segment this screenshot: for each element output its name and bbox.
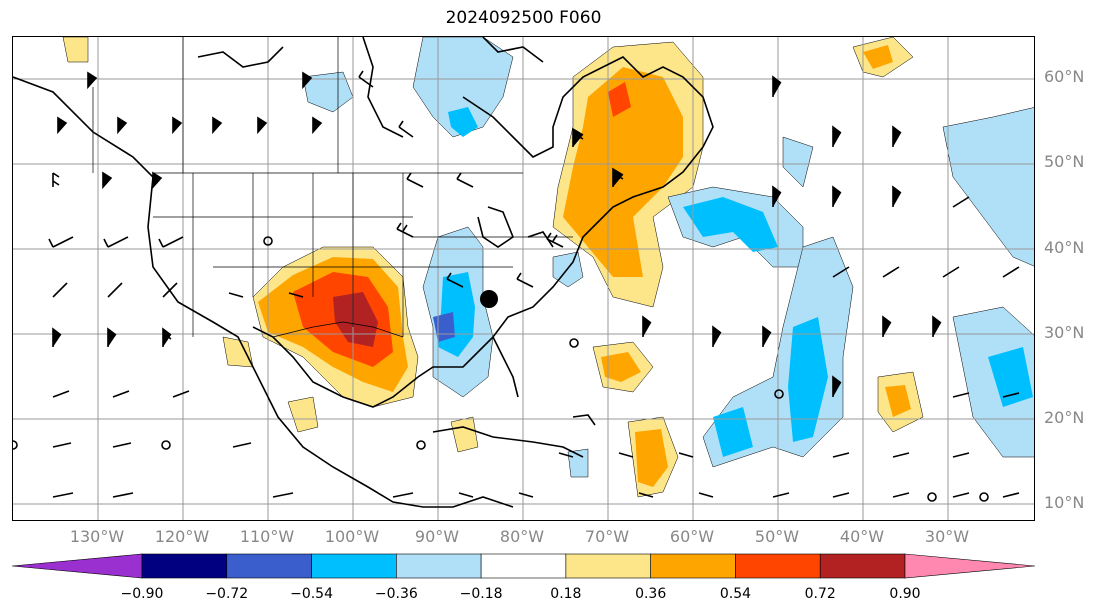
negative-anomaly-region (988, 347, 1033, 407)
lat-label: 40°N (1044, 238, 1085, 257)
colorbar-segment (480, 553, 567, 579)
colorbar-tick-label: 0.90 (889, 586, 921, 602)
negative-anomaly-region (567, 448, 589, 478)
graticule (13, 37, 1034, 520)
negative-anomaly-region (302, 71, 354, 113)
map-panel[interactable] (12, 36, 1035, 521)
coastlines (13, 37, 714, 508)
negative-anomaly-region (448, 107, 478, 137)
positive-anomaly-region (287, 396, 319, 433)
political-borders (92, 37, 573, 338)
colorbar-tick-label: −0.18 (459, 586, 503, 602)
colorbar-tick-label: 0.54 (719, 586, 752, 602)
lat-label: 30°N (1044, 323, 1085, 342)
colorbar (11, 553, 1036, 579)
colorbar-tick-label: 0.36 (635, 586, 667, 602)
lon-label: 90°W (414, 527, 460, 546)
lon-label: 30°W (924, 527, 970, 546)
lon-label: 110°W (239, 527, 295, 546)
map-svg (13, 37, 1034, 520)
lon-label: 100°W (324, 527, 380, 546)
colorbar-tick-label: −0.72 (205, 586, 249, 602)
calm-markers (13, 236, 989, 502)
lat-label: 60°N (1044, 67, 1085, 86)
colorbar-segment (396, 553, 482, 579)
positive-anomaly-region (601, 352, 641, 382)
lat-label: 10°N (1044, 493, 1085, 512)
wind-barbs (48, 70, 1020, 498)
lon-label: 60°W (669, 527, 715, 546)
lon-label: 80°W (499, 527, 545, 546)
lon-label: 50°W (754, 527, 800, 546)
negative-anomaly-region (782, 136, 814, 188)
colorbar-segment (311, 553, 397, 579)
lon-label: 130°W (69, 527, 125, 546)
lat-label: 20°N (1044, 408, 1085, 427)
negative-anomaly-region (788, 317, 828, 442)
colorbar-extend-max (904, 553, 1036, 579)
map-title: 2024092500 F060 (445, 8, 602, 28)
negative-anomaly-region (942, 107, 1034, 267)
colorbar-segment (141, 553, 228, 579)
colorbar-segment (226, 553, 312, 579)
storm-center-marker (480, 290, 498, 308)
negative-anomaly-region (683, 197, 778, 252)
colorbar-extend-min (11, 553, 143, 579)
colorbar-segment (735, 553, 821, 579)
colorbar-tick-label: −0.36 (374, 586, 418, 602)
lon-label: 70°W (584, 527, 630, 546)
positive-anomaly-region (885, 385, 911, 417)
colorbar-tick-label: 0.18 (550, 586, 582, 602)
colorbar-segment (819, 553, 906, 579)
colorbar-segment (650, 553, 736, 579)
positive-anomaly-region (635, 429, 668, 487)
positive-anomaly-region (62, 37, 89, 63)
positive-anomaly-region (863, 45, 893, 69)
positive-anomaly-region (563, 67, 683, 277)
lon-label: 120°W (154, 527, 210, 546)
positive-anomaly-region (333, 292, 378, 347)
positive-anomaly-region (222, 336, 254, 368)
positive-anomaly-region (608, 82, 631, 117)
lat-label: 50°N (1044, 152, 1085, 171)
colorbar-tick-label: −0.90 (120, 586, 164, 602)
shaded-fields (62, 37, 1034, 498)
colorbar-tick-label: 0.72 (804, 586, 836, 602)
colorbar-segment (565, 553, 651, 579)
colorbar-tick-label: −0.54 (290, 586, 333, 602)
lon-label: 40°W (839, 527, 885, 546)
positive-anomaly-region (450, 416, 479, 453)
